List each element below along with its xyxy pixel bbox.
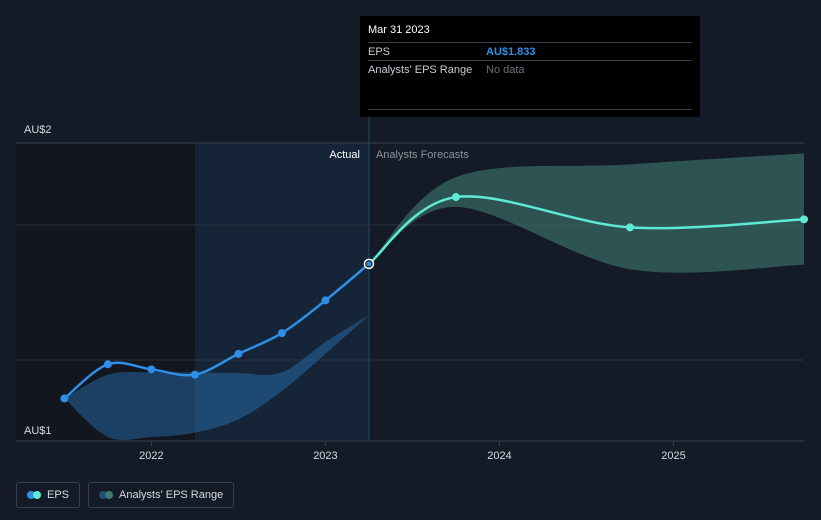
- x-tick-label: 2023: [313, 450, 337, 462]
- eps-forecast-point: [800, 215, 808, 224]
- eps-actual-point: [60, 394, 69, 403]
- x-tick-label: 2024: [487, 450, 511, 462]
- x-tick-label: 2022: [139, 450, 163, 462]
- eps-forecast-line: [368, 195, 805, 265]
- pre-period-shade: [16, 143, 195, 440]
- y-tick-label: AU$1: [24, 425, 52, 437]
- y-axis-labels: AU$2 AU$1: [24, 124, 52, 437]
- legend-range-label: Analysts' EPS Range: [119, 489, 224, 501]
- series-points: [60, 193, 808, 403]
- forecast-section-label: Analysts Forecasts: [376, 149, 469, 161]
- eps-actual-point: [147, 365, 156, 374]
- range-legend-icon: [99, 491, 114, 499]
- eps-range-forecast-area: [368, 153, 804, 273]
- tooltip-range-value: No data: [486, 63, 525, 76]
- actual-section-label: Actual: [329, 149, 360, 161]
- tooltip-date: Mar 31 2023: [368, 24, 430, 36]
- hover-tooltip: Mar 31 2023 EPS AU$1.833 Analysts' EPS R…: [360, 16, 700, 117]
- eps-actual-point: [321, 296, 330, 305]
- eps-actual-point: [190, 370, 199, 379]
- legend-eps-label: EPS: [47, 489, 70, 501]
- eps-actual-point: [103, 360, 112, 369]
- eps-forecast-point: [451, 193, 460, 202]
- tooltip-divider: [368, 109, 692, 110]
- legend: EPS Analysts' EPS Range: [16, 482, 235, 508]
- x-tick-label: 2025: [661, 450, 685, 462]
- tooltip-range-label: Analysts' EPS Range: [368, 63, 473, 76]
- range-areas: [64, 153, 804, 441]
- legend-eps-toggle[interactable]: EPS: [16, 482, 81, 508]
- tooltip-eps-label: EPS: [368, 45, 391, 58]
- tooltip-eps-value: AU$1.833: [486, 45, 536, 58]
- x-axis-labels: 2022 2023 2024 2025: [139, 441, 686, 462]
- eps-actual-point: [277, 329, 286, 338]
- eps-actual-point: [234, 349, 243, 358]
- tooltip-eps-row: EPS AU$1.833: [368, 42, 692, 60]
- eps-legend-icon: [27, 491, 41, 499]
- y-tick-label: AU$2: [24, 124, 52, 136]
- eps-forecast-point: [625, 223, 634, 232]
- legend-range-toggle[interactable]: Analysts' EPS Range: [88, 482, 235, 508]
- actual-period-shade: [194, 143, 369, 440]
- hover-point-center: [366, 261, 372, 267]
- tooltip-range-row: Analysts' EPS Range No data: [368, 60, 692, 78]
- eps-range-past-area: [64, 315, 369, 441]
